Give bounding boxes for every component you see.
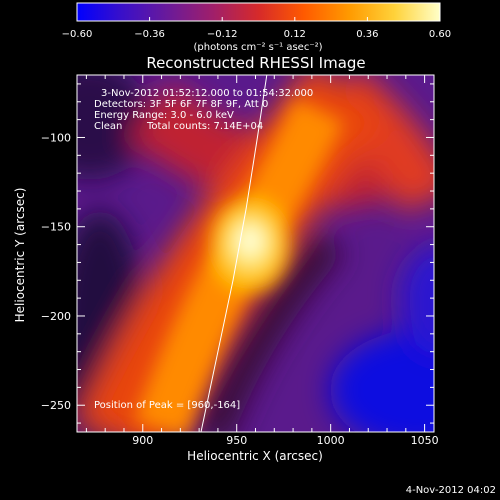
colorbar-label: (photons cm⁻² s⁻¹ asec⁻²) [193,42,322,53]
x-axis-label: Heliocentric X (arcsec) [187,449,323,463]
dark-lane-lower [191,226,345,432]
dark-corner-upper-left [77,75,150,180]
colorbar-tick-label: 0.12 [284,29,306,40]
x-tick-label: 1050 [411,434,439,447]
colorbar-tick-label: −0.60 [62,29,93,40]
axis-ticks: 900 950 1000 1050 −100 −150 −200 −250 [41,75,439,447]
colorbar-tick-label: 0.36 [356,29,378,40]
low-region-right [400,245,434,355]
colorbar: −0.60 −0.36 −0.12 0.12 0.36 0.60 (photons cm⁻… [62,2,451,53]
low-region-lower-right [330,330,434,432]
y-axis-label: Heliocentric Y (arcsec) [13,188,27,323]
annotation-total-counts: Total counts: 7.14E+04 [146,121,263,132]
colorbar-tick-label: −0.12 [207,29,238,40]
bright-core-peak [238,227,262,255]
x-tick-label: 900 [132,434,153,447]
y-tick-label: −250 [41,399,71,412]
colorbar-ticks: −0.60 −0.36 −0.12 0.12 0.36 0.60 [62,17,451,40]
colorbar-strip [76,2,441,22]
annotation-detectors: Detectors: 3F 5F 6F 7F 8F 9F, Att 0 [94,99,268,110]
x-tick-label: 1000 [317,434,345,447]
y-tick-label: −200 [41,310,71,323]
annotation-clean: Clean [94,121,122,132]
heatmap-core-layer [134,97,345,432]
y-tick-label: −150 [41,221,71,234]
annotation-energy-range: Energy Range: 3.0 - 6.0 keV [94,110,234,121]
colorbar-tick-label: 0.60 [429,29,451,40]
annotation-time-range: 3-Nov-2012 01:52:12.000 to 01:54:32.000 [101,88,313,99]
annotation-block: 3-Nov-2012 01:52:12.000 to 01:54:32.000 … [94,88,313,411]
y-tick-label: −100 [41,131,71,144]
x-tick-label: 950 [226,434,247,447]
colorbar-tick-label: −0.36 [134,29,165,40]
timestamp: 4-Nov-2012 04:02 [406,485,496,496]
annotation-peak-position: Position of Peak = [960,-164] [94,400,240,411]
solar-limb-line [200,75,268,432]
chart-title: Reconstructed RHESSI Image [146,54,365,72]
heatmap-image [77,75,434,432]
